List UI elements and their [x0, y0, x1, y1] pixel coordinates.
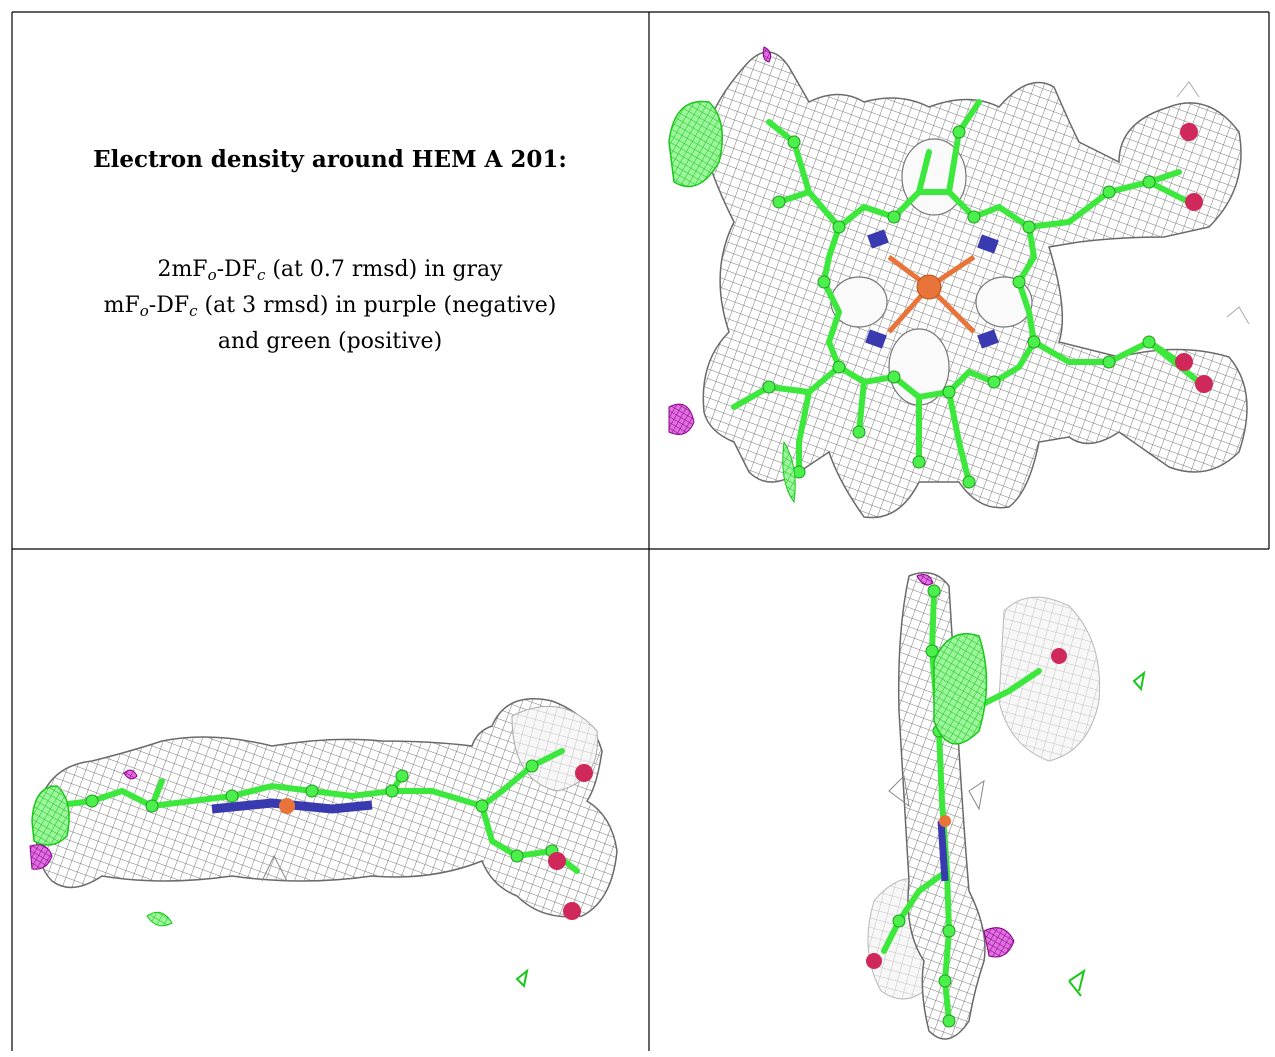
heme-end-view-image [649, 551, 1269, 1051]
caption-line-colors: and green (positive) [217, 329, 443, 354]
description-cell: Electron density around HEM A 201: 2mFo-… [12, 12, 648, 549]
heme-front-view-image [649, 12, 1269, 549]
figure-title: Electron density around HEM A 201: [93, 146, 567, 173]
heme-edge-view-image [12, 551, 648, 1051]
caption-line-mfo-dfc: mFo-DFc (at 3 rmsd) in purple (negative) [103, 293, 557, 320]
figure-caption: 2mFo-DFc (at 0.7 rmsd) in gray mFo-DFc (… [12, 252, 648, 360]
caption-line-2mfo-dfc: 2mFo-DFc (at 0.7 rmsd) in gray [157, 257, 503, 284]
